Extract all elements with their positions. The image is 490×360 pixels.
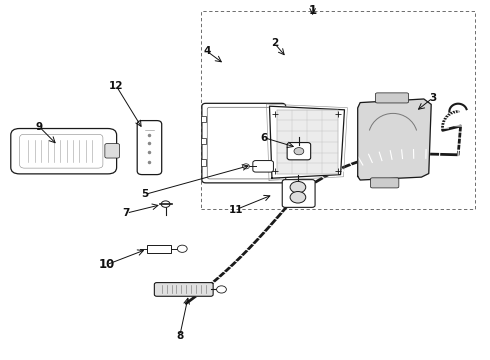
Text: 7: 7	[122, 208, 130, 218]
Circle shape	[294, 148, 304, 155]
Circle shape	[290, 181, 306, 193]
FancyBboxPatch shape	[202, 103, 286, 183]
Circle shape	[177, 245, 187, 252]
Circle shape	[243, 164, 249, 169]
Text: 8: 8	[176, 330, 183, 341]
Text: 6: 6	[260, 132, 267, 143]
FancyBboxPatch shape	[375, 93, 409, 103]
FancyBboxPatch shape	[105, 144, 120, 158]
Polygon shape	[358, 99, 431, 180]
Text: 5: 5	[142, 189, 148, 199]
Text: 10: 10	[98, 258, 115, 271]
FancyBboxPatch shape	[11, 129, 117, 174]
Polygon shape	[270, 106, 344, 178]
Bar	[277, 110, 338, 174]
FancyBboxPatch shape	[282, 180, 315, 207]
FancyBboxPatch shape	[253, 161, 273, 172]
FancyBboxPatch shape	[207, 107, 280, 179]
Bar	[282, 159, 287, 166]
Bar	[201, 138, 206, 144]
Bar	[147, 245, 171, 253]
Text: 2: 2	[271, 38, 278, 48]
Bar	[201, 11, 475, 209]
Bar	[201, 159, 206, 166]
Bar	[282, 138, 287, 144]
Text: 1: 1	[309, 4, 317, 17]
FancyBboxPatch shape	[137, 121, 162, 175]
FancyBboxPatch shape	[154, 283, 213, 296]
Text: 3: 3	[429, 93, 436, 103]
Bar	[282, 116, 287, 122]
Text: 4: 4	[203, 46, 211, 56]
Circle shape	[290, 192, 306, 203]
Circle shape	[217, 286, 226, 293]
Circle shape	[161, 201, 170, 207]
FancyBboxPatch shape	[287, 143, 311, 160]
Text: 9: 9	[36, 122, 43, 132]
Bar	[201, 116, 206, 122]
Text: 11: 11	[229, 204, 244, 215]
FancyBboxPatch shape	[370, 178, 399, 188]
Text: 12: 12	[109, 81, 123, 91]
